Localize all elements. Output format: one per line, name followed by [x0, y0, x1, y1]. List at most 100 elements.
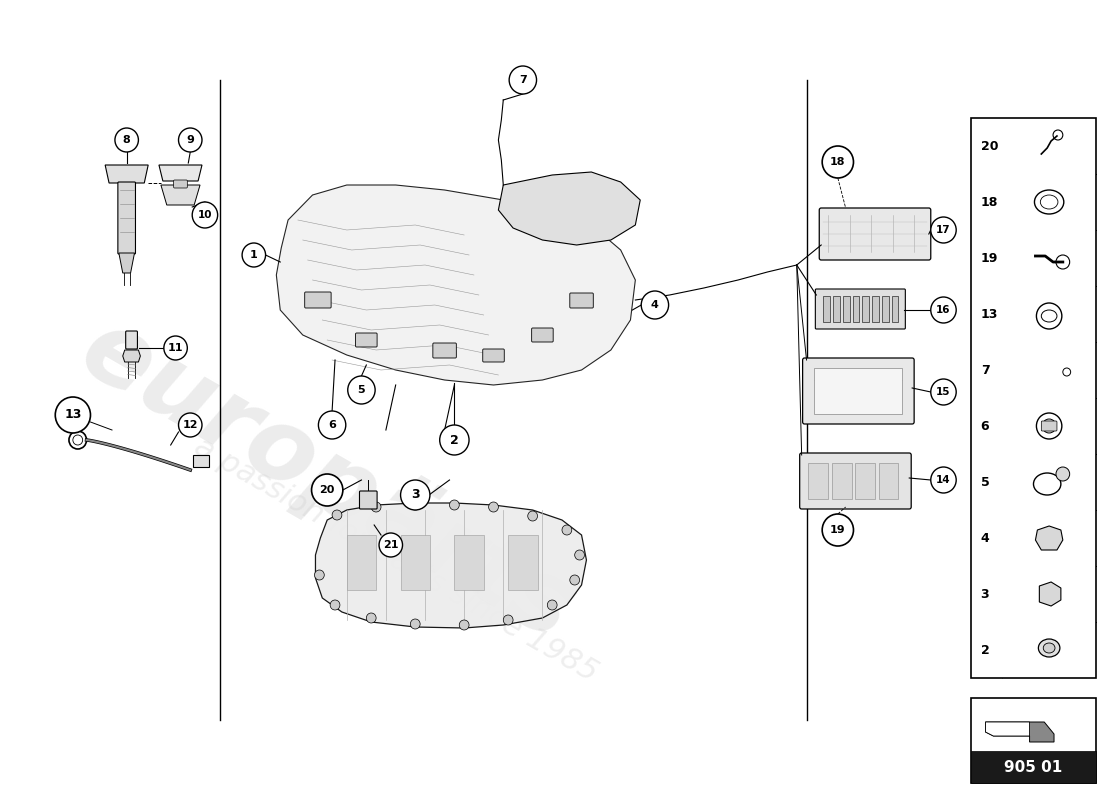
Circle shape	[400, 480, 430, 510]
Text: 12: 12	[183, 420, 198, 430]
Circle shape	[318, 411, 345, 439]
Polygon shape	[119, 253, 134, 273]
Text: 2: 2	[450, 434, 459, 446]
Text: 10: 10	[198, 210, 212, 220]
Polygon shape	[276, 185, 636, 385]
Circle shape	[379, 533, 403, 557]
Bar	[814, 368, 902, 414]
Text: 3: 3	[981, 587, 989, 601]
FancyBboxPatch shape	[483, 349, 504, 362]
Polygon shape	[161, 185, 200, 205]
Ellipse shape	[1043, 643, 1055, 653]
FancyBboxPatch shape	[803, 358, 914, 424]
Bar	[852, 296, 859, 322]
Bar	[346, 535, 376, 590]
Text: 2: 2	[981, 643, 989, 657]
Circle shape	[164, 336, 187, 360]
Text: 5: 5	[358, 385, 365, 395]
Bar	[879, 463, 899, 499]
Circle shape	[178, 128, 202, 152]
Circle shape	[410, 619, 420, 629]
Text: 19: 19	[981, 251, 998, 265]
Circle shape	[242, 243, 265, 267]
Text: 15: 15	[936, 387, 950, 397]
Bar	[971, 118, 1096, 678]
FancyBboxPatch shape	[174, 180, 187, 188]
Circle shape	[504, 615, 513, 625]
Text: 14: 14	[936, 475, 950, 485]
Bar	[508, 535, 538, 590]
Text: 6: 6	[981, 419, 989, 433]
Text: 4: 4	[981, 531, 989, 545]
Polygon shape	[1040, 582, 1060, 606]
Text: 6: 6	[328, 420, 336, 430]
Circle shape	[822, 514, 854, 546]
Text: 3: 3	[411, 489, 419, 502]
FancyBboxPatch shape	[118, 182, 135, 254]
Circle shape	[931, 379, 956, 405]
Text: 4: 4	[651, 300, 659, 310]
Circle shape	[315, 570, 324, 580]
Circle shape	[192, 202, 218, 228]
Circle shape	[450, 500, 460, 510]
Text: 18: 18	[830, 157, 846, 167]
FancyBboxPatch shape	[800, 453, 911, 509]
Polygon shape	[316, 503, 586, 628]
Text: europärts: europärts	[63, 299, 592, 661]
Text: 11: 11	[168, 343, 184, 353]
FancyBboxPatch shape	[433, 343, 456, 358]
Circle shape	[570, 575, 580, 585]
Ellipse shape	[1043, 419, 1056, 433]
Bar	[833, 296, 839, 322]
Circle shape	[931, 297, 956, 323]
Text: 21: 21	[383, 540, 398, 550]
Bar	[892, 296, 899, 322]
FancyBboxPatch shape	[360, 491, 377, 509]
Bar	[862, 296, 869, 322]
Circle shape	[114, 128, 139, 152]
Text: 7: 7	[981, 363, 989, 377]
Text: 18: 18	[981, 195, 998, 209]
Text: 9: 9	[186, 135, 195, 145]
Circle shape	[574, 550, 584, 560]
Polygon shape	[986, 722, 1054, 742]
Polygon shape	[986, 722, 1030, 736]
FancyBboxPatch shape	[1042, 421, 1057, 431]
Text: 13: 13	[981, 307, 998, 321]
Text: 5: 5	[981, 475, 989, 489]
Circle shape	[330, 600, 340, 610]
Text: 13: 13	[64, 409, 81, 422]
Polygon shape	[1035, 526, 1063, 550]
Circle shape	[366, 613, 376, 623]
Text: 1: 1	[250, 250, 257, 260]
Text: 17: 17	[936, 225, 950, 235]
Bar	[808, 463, 828, 499]
Polygon shape	[123, 350, 141, 362]
Circle shape	[1056, 467, 1069, 481]
Text: 7: 7	[519, 75, 527, 85]
Circle shape	[488, 502, 498, 512]
Text: 20: 20	[981, 139, 998, 153]
Circle shape	[548, 600, 557, 610]
Circle shape	[311, 474, 343, 506]
Ellipse shape	[1038, 639, 1060, 657]
FancyBboxPatch shape	[570, 293, 593, 308]
Polygon shape	[160, 165, 202, 181]
FancyBboxPatch shape	[305, 292, 331, 308]
Bar	[400, 535, 430, 590]
Polygon shape	[498, 172, 640, 245]
Polygon shape	[106, 165, 148, 183]
Text: 16: 16	[936, 305, 950, 315]
Circle shape	[528, 511, 538, 521]
Circle shape	[509, 66, 537, 94]
Bar	[971, 751, 1096, 783]
Text: 20: 20	[319, 485, 334, 495]
Bar	[454, 535, 484, 590]
Bar	[971, 698, 1096, 783]
Bar	[872, 296, 879, 322]
Circle shape	[348, 376, 375, 404]
FancyBboxPatch shape	[355, 333, 377, 347]
FancyBboxPatch shape	[125, 331, 138, 349]
Text: 8: 8	[123, 135, 131, 145]
Bar	[882, 296, 889, 322]
